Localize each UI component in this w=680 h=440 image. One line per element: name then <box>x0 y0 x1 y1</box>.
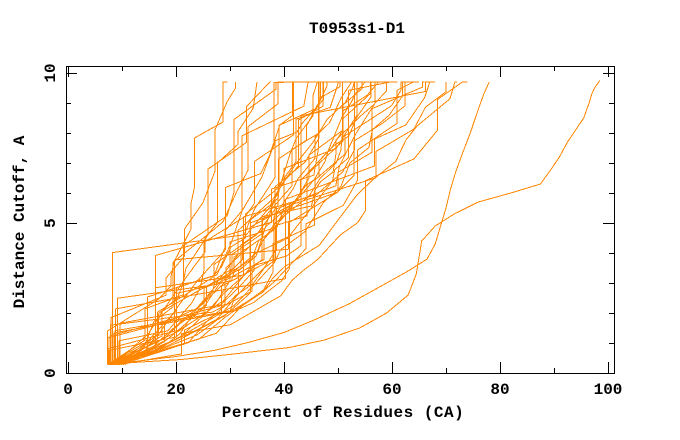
model-curve <box>109 81 398 366</box>
model-curve <box>116 81 284 366</box>
x-tick-label: 60 <box>382 381 401 399</box>
model-curve <box>116 81 414 366</box>
model-curve <box>108 80 601 366</box>
model-curve <box>109 81 376 366</box>
model-curve <box>112 81 419 366</box>
model-curve <box>110 81 333 366</box>
model-curve <box>107 82 388 365</box>
model-curve <box>108 81 457 366</box>
x-tick-label: 0 <box>63 381 73 399</box>
model-curve <box>110 81 382 366</box>
model-curve <box>119 81 395 365</box>
model-curve <box>116 81 379 366</box>
model-curve <box>115 81 306 366</box>
chart-title: T0953s1-D1 <box>308 20 406 38</box>
model-curve <box>113 82 447 365</box>
plot-frame <box>66 66 615 374</box>
model-curve <box>110 81 436 365</box>
model-curve <box>112 82 371 366</box>
model-curve <box>120 81 344 366</box>
model-curve <box>114 81 392 365</box>
model-curve <box>113 81 271 365</box>
x-tick-label: 40 <box>274 381 293 399</box>
model-curve <box>115 81 431 365</box>
x-tick-label: 80 <box>490 381 509 399</box>
model-curve <box>118 81 468 366</box>
model-curve <box>107 81 341 366</box>
y-tick-label: 5 <box>42 218 60 228</box>
x-tick-label: 100 <box>594 381 623 399</box>
model-curve <box>110 82 236 365</box>
model-curve <box>111 81 328 365</box>
model-curve <box>107 81 490 366</box>
y-tick-label: 0 <box>42 368 60 378</box>
model-curve <box>108 81 409 366</box>
model-curve <box>107 82 277 366</box>
x-tick-label: 20 <box>166 381 185 399</box>
y-tick-label: 10 <box>42 63 60 82</box>
model-curve <box>115 81 363 366</box>
model-curve <box>106 81 228 365</box>
x-axis-label: Percent of Residues (CA) <box>221 404 465 422</box>
model-curve <box>113 81 403 366</box>
